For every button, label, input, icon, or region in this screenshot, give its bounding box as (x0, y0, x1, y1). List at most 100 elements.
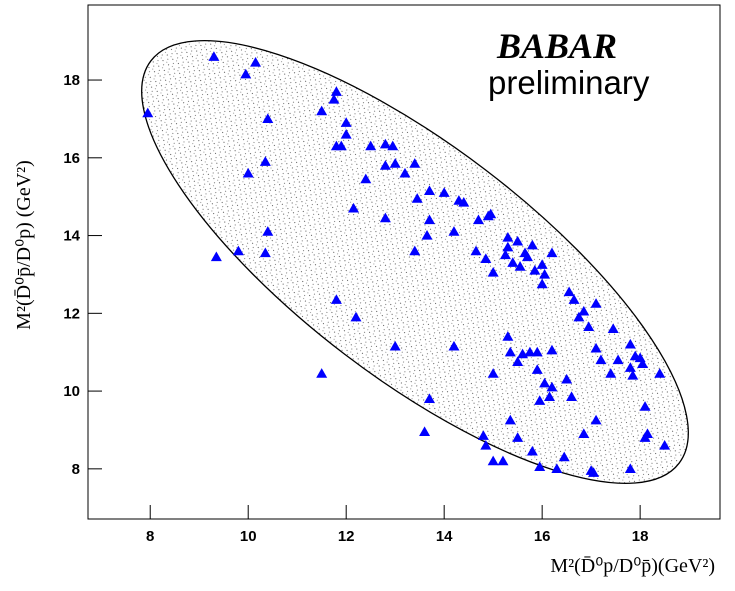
point (259, 156, 271, 166)
point (423, 185, 435, 195)
point (612, 354, 624, 365)
point (578, 305, 590, 316)
point (448, 226, 460, 236)
point (438, 187, 450, 197)
point (423, 393, 435, 403)
marks (142, 51, 671, 477)
point (526, 445, 538, 456)
point (499, 249, 511, 260)
point (448, 340, 460, 351)
point (590, 414, 602, 425)
point (208, 51, 220, 61)
point (624, 362, 636, 372)
point (561, 373, 573, 384)
point (480, 253, 492, 264)
point (335, 140, 347, 151)
point (411, 193, 423, 203)
point (210, 251, 222, 262)
point (485, 208, 497, 219)
point (487, 455, 499, 466)
point (590, 298, 602, 308)
point (519, 247, 531, 258)
point (531, 346, 543, 357)
point (480, 440, 492, 450)
point (502, 232, 514, 242)
point (348, 202, 360, 213)
point (639, 401, 651, 411)
point (536, 259, 548, 269)
point (470, 245, 482, 256)
point (654, 368, 666, 378)
point (316, 368, 328, 378)
point (524, 346, 536, 357)
point (387, 140, 399, 151)
point (563, 286, 575, 297)
x-tick-label: 8 (146, 528, 154, 545)
point (531, 364, 543, 374)
point (546, 381, 558, 392)
point (360, 173, 372, 184)
point (497, 455, 509, 466)
point (458, 197, 470, 207)
point (504, 346, 516, 357)
x-tick-label: 16 (534, 528, 551, 545)
point (607, 323, 619, 333)
y-axis-label: M²(D̄⁰p̄/D⁰p) (GeV²) (13, 160, 35, 330)
point (578, 428, 590, 438)
point (566, 391, 578, 402)
x-tick-label: 18 (632, 528, 649, 545)
point (487, 368, 499, 378)
subtitle: preliminary (488, 64, 650, 101)
point (262, 226, 274, 236)
y-tick-label: 10 (63, 383, 80, 400)
y-tick-label: 16 (63, 150, 80, 167)
point (641, 428, 653, 438)
point (316, 105, 328, 116)
point (477, 430, 489, 440)
babar-logo: BABAR (496, 26, 617, 66)
point (472, 214, 484, 225)
point (595, 354, 607, 365)
point (389, 158, 401, 168)
point (502, 331, 514, 341)
point (487, 266, 499, 277)
point (544, 391, 556, 402)
point (526, 239, 538, 250)
point (328, 93, 340, 104)
point (419, 426, 431, 437)
point (330, 294, 342, 304)
point (379, 212, 391, 223)
point (242, 167, 254, 178)
point (232, 245, 244, 256)
point (583, 321, 595, 332)
point (240, 68, 252, 79)
point (546, 344, 558, 355)
x-axis-label: M²(D̄⁰p/D⁰p̄)(GeV²) (550, 555, 715, 577)
point (250, 57, 262, 67)
point (529, 265, 541, 275)
point (507, 257, 519, 267)
point (624, 463, 636, 473)
y-tick-label: 12 (63, 305, 80, 322)
point (514, 261, 526, 271)
point (340, 128, 352, 139)
point (558, 451, 570, 462)
point (421, 230, 433, 240)
point (627, 370, 639, 380)
point (259, 247, 271, 258)
point (389, 340, 401, 351)
point (534, 395, 546, 405)
point (512, 235, 524, 246)
point (504, 414, 516, 425)
point (624, 338, 636, 349)
point (350, 311, 362, 322)
point (423, 214, 435, 225)
point (590, 342, 602, 353)
point (539, 377, 551, 388)
point (659, 440, 671, 450)
point (399, 167, 411, 178)
point (409, 245, 421, 256)
phase-space-boundary (141, 40, 689, 484)
